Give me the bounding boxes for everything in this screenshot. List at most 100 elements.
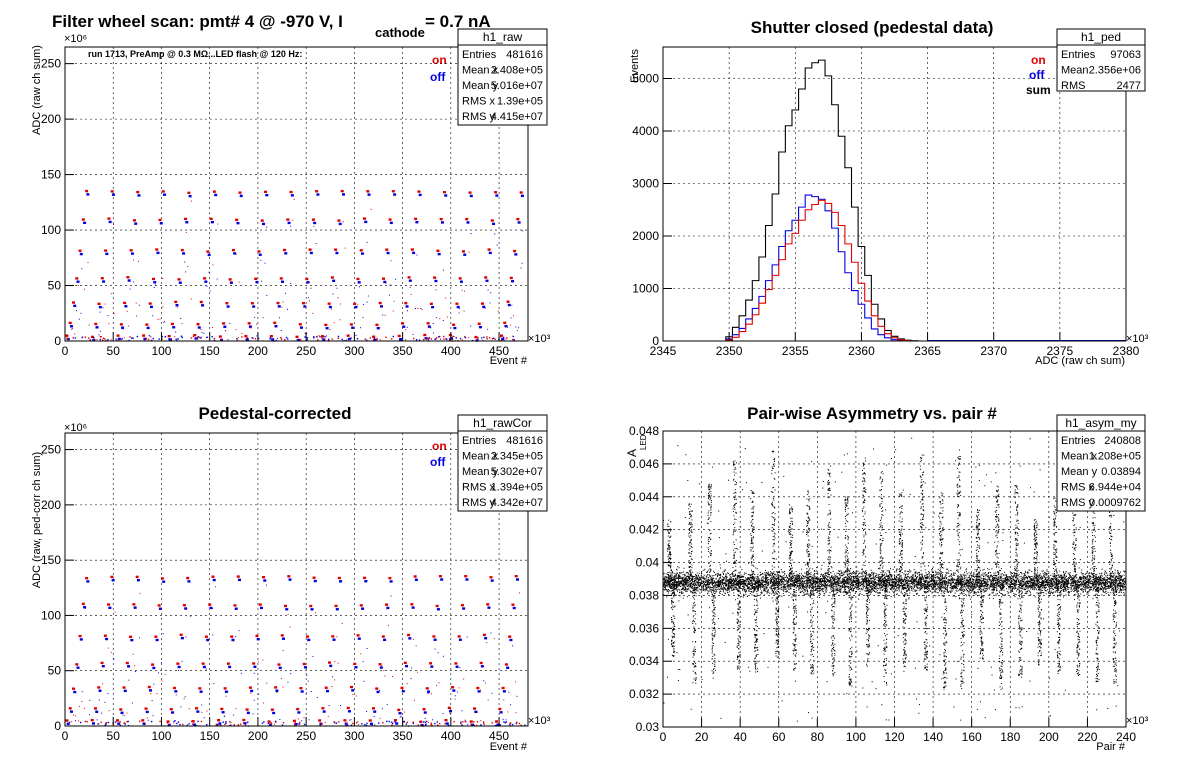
asym-point bbox=[754, 579, 756, 581]
point-transition bbox=[509, 324, 511, 326]
asym-point bbox=[913, 569, 915, 571]
asym-point bbox=[1062, 582, 1064, 584]
point-baseline bbox=[425, 338, 428, 340]
asym-point bbox=[722, 581, 724, 583]
point-transition bbox=[515, 681, 517, 683]
asym-point bbox=[979, 579, 981, 581]
asym-point bbox=[724, 583, 726, 585]
point-off bbox=[480, 665, 484, 668]
asym-point bbox=[773, 585, 775, 587]
point-on bbox=[331, 635, 335, 638]
point-off bbox=[449, 709, 453, 713]
point-baseline bbox=[427, 339, 429, 342]
asym-point bbox=[768, 583, 770, 585]
asym-point bbox=[968, 572, 970, 574]
point-transition bbox=[429, 327, 431, 329]
asym-title: Pair-wise Asymmetry vs. pair # bbox=[747, 404, 997, 423]
point-on bbox=[423, 333, 427, 337]
point-transition bbox=[471, 724, 473, 726]
asym-point bbox=[717, 574, 719, 576]
point-off bbox=[275, 689, 279, 692]
asym-point bbox=[846, 571, 848, 573]
point-off bbox=[184, 607, 188, 610]
asym-point bbox=[875, 573, 877, 575]
point-transition bbox=[81, 700, 83, 702]
point-on bbox=[222, 322, 226, 325]
point-off bbox=[495, 194, 499, 197]
asym-point bbox=[1112, 583, 1114, 585]
point-baseline bbox=[364, 724, 366, 726]
asym-point bbox=[1002, 588, 1004, 590]
asym-point bbox=[692, 581, 694, 583]
point-transition bbox=[175, 331, 177, 333]
asym-point bbox=[947, 568, 949, 570]
point-transition bbox=[216, 278, 218, 280]
asym-point bbox=[1002, 583, 1004, 585]
point-on bbox=[274, 686, 278, 689]
stats-value: 1.39e+05 bbox=[497, 96, 543, 108]
asym-point bbox=[752, 586, 754, 588]
point-off bbox=[496, 723, 500, 727]
point-on bbox=[508, 635, 512, 638]
asym-point bbox=[691, 587, 693, 589]
asym-point bbox=[938, 577, 940, 579]
point-off bbox=[108, 220, 112, 224]
point-on bbox=[414, 217, 418, 221]
asym-point bbox=[675, 594, 677, 596]
asym-point bbox=[937, 585, 939, 587]
asym-point bbox=[911, 580, 913, 582]
point-transition bbox=[324, 721, 326, 723]
asym-point bbox=[961, 580, 963, 582]
asym-point bbox=[891, 582, 893, 584]
point-transition bbox=[328, 704, 330, 706]
asym-point bbox=[821, 573, 823, 575]
point-baseline bbox=[213, 339, 216, 342]
asym-ylabel-sub: LED bbox=[639, 434, 648, 450]
asym-point bbox=[834, 573, 836, 575]
asym-point bbox=[787, 577, 789, 579]
asym-point bbox=[874, 576, 876, 578]
point-baseline bbox=[161, 335, 163, 338]
asym-point bbox=[885, 589, 887, 591]
asym-point bbox=[931, 578, 933, 580]
asym-point bbox=[953, 585, 955, 587]
asym-point bbox=[1104, 583, 1106, 585]
point-on bbox=[516, 217, 520, 221]
asym-point bbox=[752, 570, 754, 572]
asym-point bbox=[1112, 573, 1114, 575]
asym-point bbox=[933, 575, 935, 577]
point-transition bbox=[389, 284, 391, 286]
stats-label: RMS x bbox=[462, 482, 496, 494]
point-baseline bbox=[129, 336, 131, 338]
asym-point bbox=[912, 579, 914, 581]
point-on bbox=[276, 301, 280, 305]
asym-point bbox=[846, 583, 848, 585]
stats-label: RMS x bbox=[462, 96, 496, 108]
asym-point bbox=[880, 579, 882, 581]
asym-point bbox=[698, 581, 700, 583]
asym-point bbox=[975, 593, 977, 595]
asym-point bbox=[1122, 579, 1124, 581]
asym-point bbox=[786, 576, 788, 578]
asym-point bbox=[677, 581, 679, 583]
point-transition bbox=[270, 724, 272, 726]
asym-point bbox=[1119, 579, 1121, 581]
asym-point bbox=[731, 580, 733, 582]
ped-xlabel: ADC (raw ch sum) bbox=[1035, 355, 1125, 367]
asym-point bbox=[923, 580, 925, 582]
point-baseline bbox=[158, 338, 160, 340]
asym-point bbox=[750, 591, 752, 593]
point-transition bbox=[68, 338, 70, 340]
asym-point bbox=[1072, 580, 1074, 582]
asym-point bbox=[937, 582, 939, 584]
point-transition bbox=[127, 325, 129, 327]
asym-point bbox=[992, 581, 994, 583]
asym-point bbox=[898, 577, 900, 579]
asym-point bbox=[879, 586, 881, 588]
asym-point bbox=[806, 588, 808, 590]
stats-value: 2.356e+06 bbox=[1089, 65, 1141, 77]
asym-point bbox=[992, 577, 994, 579]
asym-point bbox=[680, 580, 682, 582]
asym-point bbox=[919, 581, 921, 583]
